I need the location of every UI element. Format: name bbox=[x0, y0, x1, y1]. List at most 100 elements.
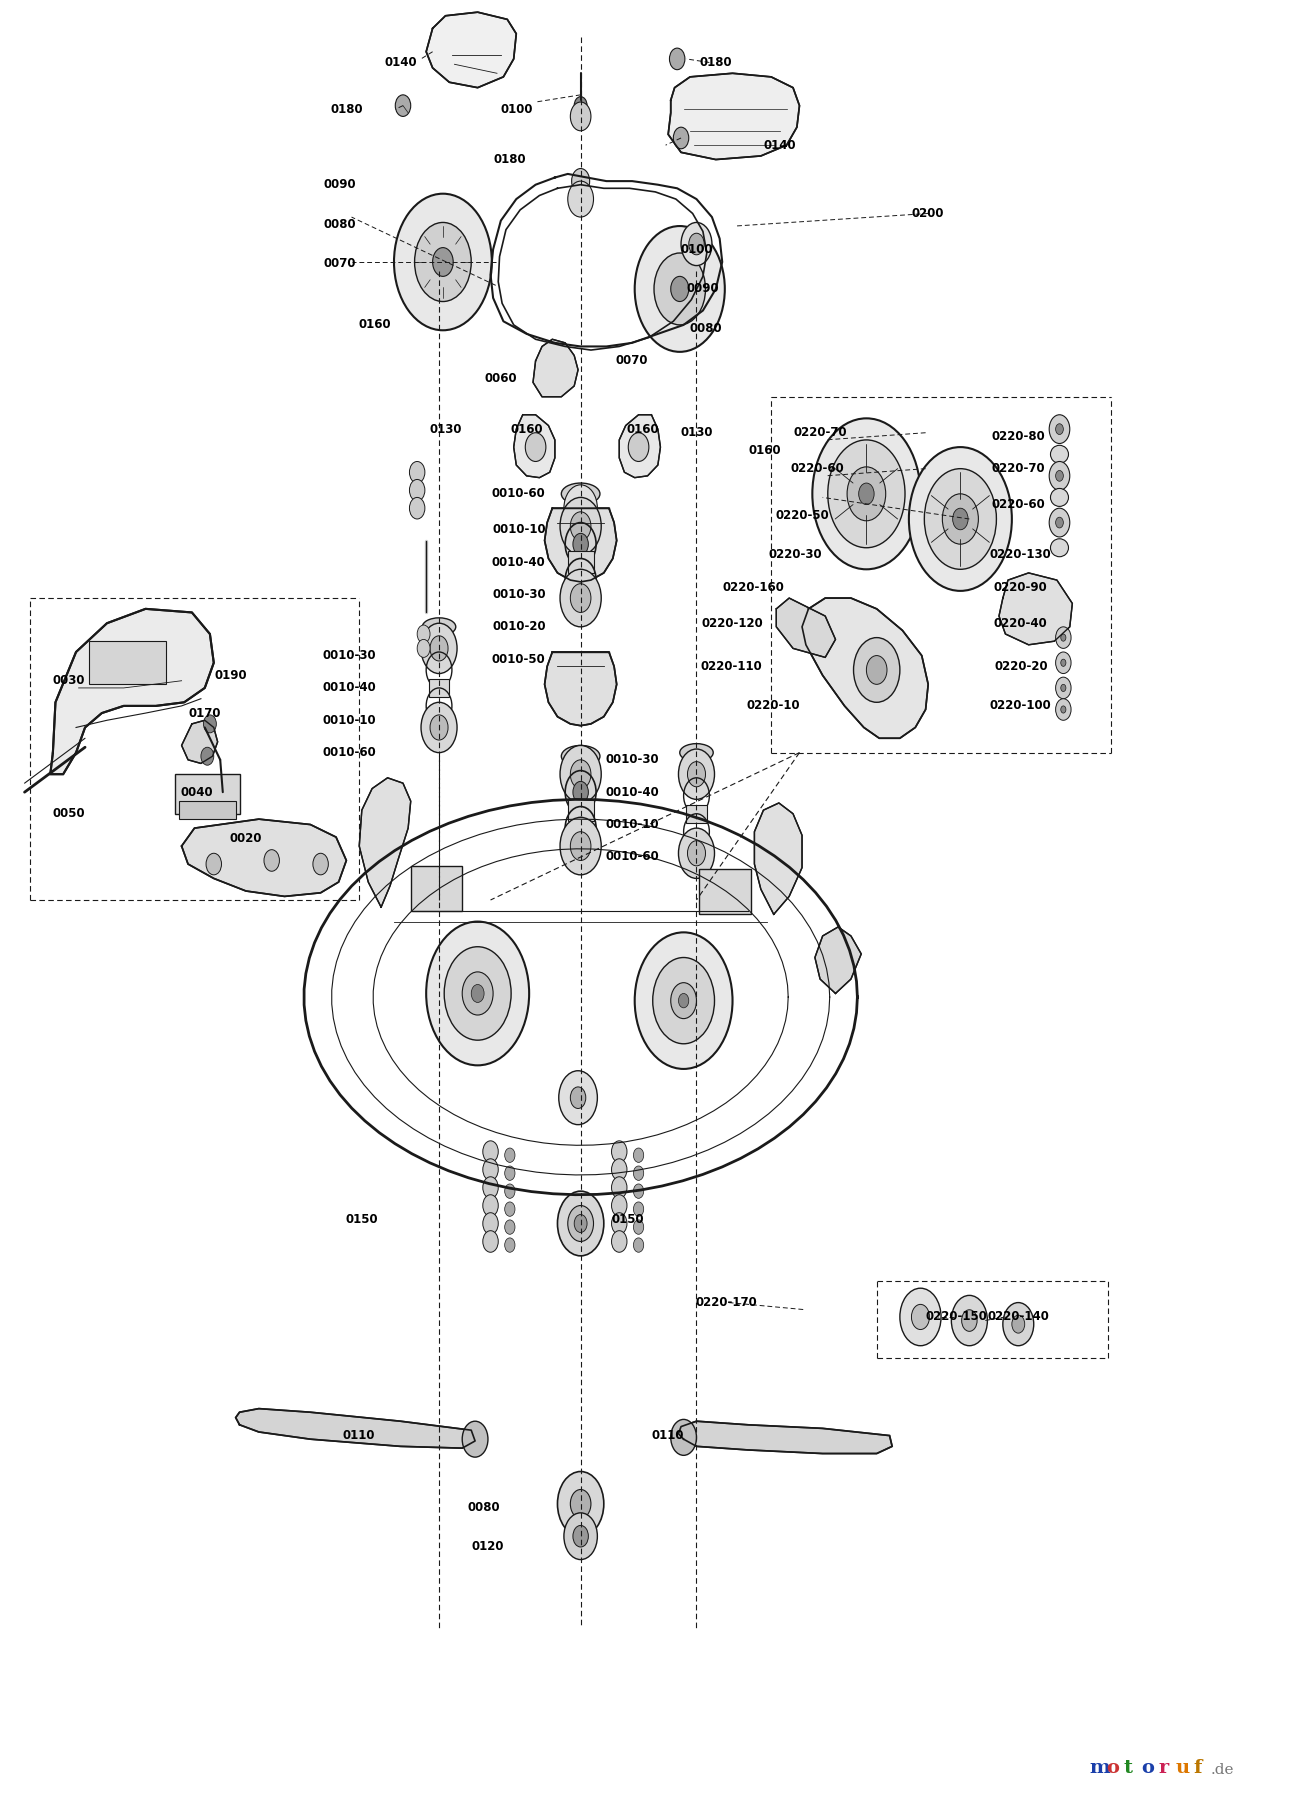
Circle shape bbox=[504, 1220, 515, 1235]
Circle shape bbox=[571, 169, 590, 194]
Circle shape bbox=[409, 497, 424, 518]
Text: 0220-130: 0220-130 bbox=[989, 549, 1051, 562]
Polygon shape bbox=[777, 598, 836, 657]
Text: 0010-30: 0010-30 bbox=[605, 754, 659, 767]
Text: 0220-160: 0220-160 bbox=[722, 581, 784, 594]
Polygon shape bbox=[544, 508, 617, 581]
Circle shape bbox=[633, 1238, 644, 1253]
Circle shape bbox=[574, 499, 587, 517]
Circle shape bbox=[611, 1213, 627, 1235]
Circle shape bbox=[573, 817, 588, 839]
Circle shape bbox=[204, 715, 217, 733]
Circle shape bbox=[564, 484, 597, 531]
Circle shape bbox=[560, 745, 601, 803]
Circle shape bbox=[925, 468, 996, 569]
Text: 0160: 0160 bbox=[359, 319, 391, 331]
Ellipse shape bbox=[561, 745, 600, 767]
Circle shape bbox=[574, 97, 587, 115]
Bar bbox=[89, 641, 166, 684]
Circle shape bbox=[909, 446, 1011, 590]
Circle shape bbox=[414, 223, 471, 302]
Circle shape bbox=[952, 508, 968, 529]
Text: 0010-40: 0010-40 bbox=[605, 785, 659, 799]
Text: u: u bbox=[1176, 1759, 1191, 1777]
Text: 0160: 0160 bbox=[748, 445, 780, 457]
Text: 0220-10: 0220-10 bbox=[747, 700, 801, 713]
Circle shape bbox=[611, 1159, 627, 1181]
Text: t: t bbox=[1124, 1759, 1133, 1777]
Circle shape bbox=[1055, 517, 1063, 527]
Circle shape bbox=[504, 1166, 515, 1181]
Circle shape bbox=[504, 1148, 515, 1163]
Circle shape bbox=[681, 223, 712, 266]
Circle shape bbox=[482, 1213, 498, 1235]
Circle shape bbox=[570, 583, 591, 612]
Circle shape bbox=[1049, 508, 1069, 536]
Polygon shape bbox=[668, 74, 800, 160]
Text: f: f bbox=[1193, 1759, 1202, 1777]
Circle shape bbox=[462, 972, 493, 1015]
Text: m: m bbox=[1089, 1759, 1109, 1777]
Circle shape bbox=[943, 493, 978, 544]
Text: 0220-140: 0220-140 bbox=[987, 1310, 1049, 1323]
Text: 0100: 0100 bbox=[501, 103, 533, 115]
Circle shape bbox=[421, 702, 457, 752]
Text: 0120: 0120 bbox=[472, 1541, 504, 1553]
Text: 0010-50: 0010-50 bbox=[491, 653, 546, 666]
Circle shape bbox=[688, 841, 706, 866]
Bar bbox=[568, 551, 593, 572]
Circle shape bbox=[1055, 652, 1071, 673]
Circle shape bbox=[673, 128, 689, 149]
Ellipse shape bbox=[1050, 538, 1068, 556]
Circle shape bbox=[628, 432, 649, 461]
Circle shape bbox=[573, 781, 588, 803]
Text: 0080: 0080 bbox=[324, 218, 356, 230]
Circle shape bbox=[417, 639, 430, 657]
Circle shape bbox=[482, 1177, 498, 1199]
Polygon shape bbox=[513, 414, 555, 477]
Circle shape bbox=[611, 1141, 627, 1163]
Circle shape bbox=[633, 1166, 644, 1181]
Text: 0070: 0070 bbox=[615, 355, 649, 367]
Bar bbox=[175, 774, 240, 814]
Circle shape bbox=[557, 1192, 604, 1256]
Circle shape bbox=[559, 1071, 597, 1125]
Circle shape bbox=[525, 432, 546, 461]
Polygon shape bbox=[182, 720, 218, 763]
Text: 0100: 0100 bbox=[680, 243, 713, 256]
Text: 0200: 0200 bbox=[912, 207, 944, 220]
Text: 0180: 0180 bbox=[330, 103, 362, 115]
Circle shape bbox=[430, 635, 448, 661]
Text: 0180: 0180 bbox=[494, 153, 526, 166]
Circle shape bbox=[671, 277, 689, 302]
Circle shape bbox=[633, 1184, 644, 1199]
Circle shape bbox=[633, 1220, 644, 1235]
Text: 0010-10: 0010-10 bbox=[322, 715, 375, 727]
Circle shape bbox=[1055, 626, 1071, 648]
Polygon shape bbox=[50, 608, 214, 774]
Text: 0010-60: 0010-60 bbox=[491, 488, 546, 500]
Text: 0130: 0130 bbox=[680, 427, 713, 439]
Text: 0010-30: 0010-30 bbox=[322, 650, 375, 662]
Circle shape bbox=[1055, 423, 1063, 434]
Circle shape bbox=[671, 1420, 697, 1456]
Circle shape bbox=[813, 418, 921, 569]
Circle shape bbox=[409, 479, 424, 500]
Ellipse shape bbox=[680, 743, 713, 761]
Circle shape bbox=[671, 983, 697, 1019]
Text: 0220-20: 0220-20 bbox=[995, 661, 1047, 673]
Circle shape bbox=[1060, 706, 1066, 713]
Circle shape bbox=[1055, 677, 1071, 698]
Bar bbox=[428, 679, 449, 697]
Text: 0010-10: 0010-10 bbox=[491, 524, 546, 536]
Text: 0220-100: 0220-100 bbox=[989, 700, 1051, 713]
Text: 0220-150: 0220-150 bbox=[925, 1310, 987, 1323]
Ellipse shape bbox=[1050, 488, 1068, 506]
Circle shape bbox=[635, 932, 733, 1069]
Text: 0170: 0170 bbox=[188, 707, 221, 720]
Polygon shape bbox=[619, 414, 660, 477]
Text: 0220-60: 0220-60 bbox=[791, 463, 845, 475]
Circle shape bbox=[568, 182, 593, 218]
Circle shape bbox=[670, 49, 685, 70]
Text: 0020: 0020 bbox=[230, 832, 262, 846]
